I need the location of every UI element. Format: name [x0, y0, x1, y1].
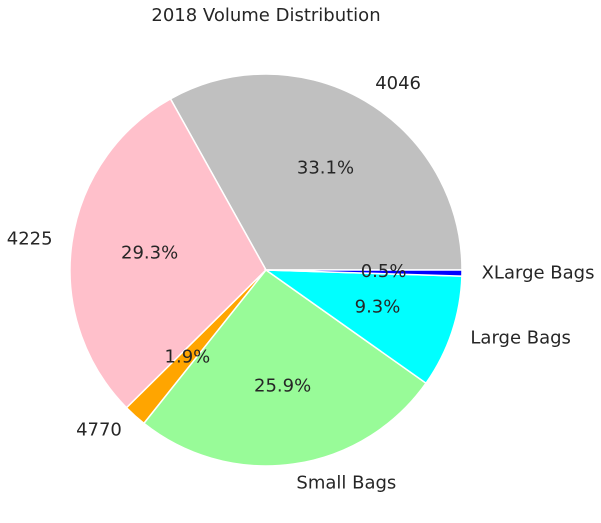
- slice-label-small-bags: Small Bags: [296, 472, 396, 493]
- slice-label-4046: 4046: [375, 73, 421, 94]
- slice-label-4770: 4770: [76, 419, 122, 440]
- slice-percent-large-bags: 9.3%: [355, 296, 401, 317]
- slice-label-4225: 4225: [7, 229, 53, 250]
- slice-percent-xlarge-bags: 0.5%: [361, 261, 407, 282]
- slice-percent-small-bags: 25.9%: [254, 375, 311, 396]
- slice-percent-4225: 29.3%: [121, 242, 178, 263]
- slice-percent-4770: 1.9%: [165, 347, 211, 368]
- slice-label-large-bags: Large Bags: [470, 328, 571, 349]
- slice-label-xlarge-bags: XLarge Bags: [482, 262, 595, 283]
- slice-percent-4046: 33.1%: [297, 158, 354, 179]
